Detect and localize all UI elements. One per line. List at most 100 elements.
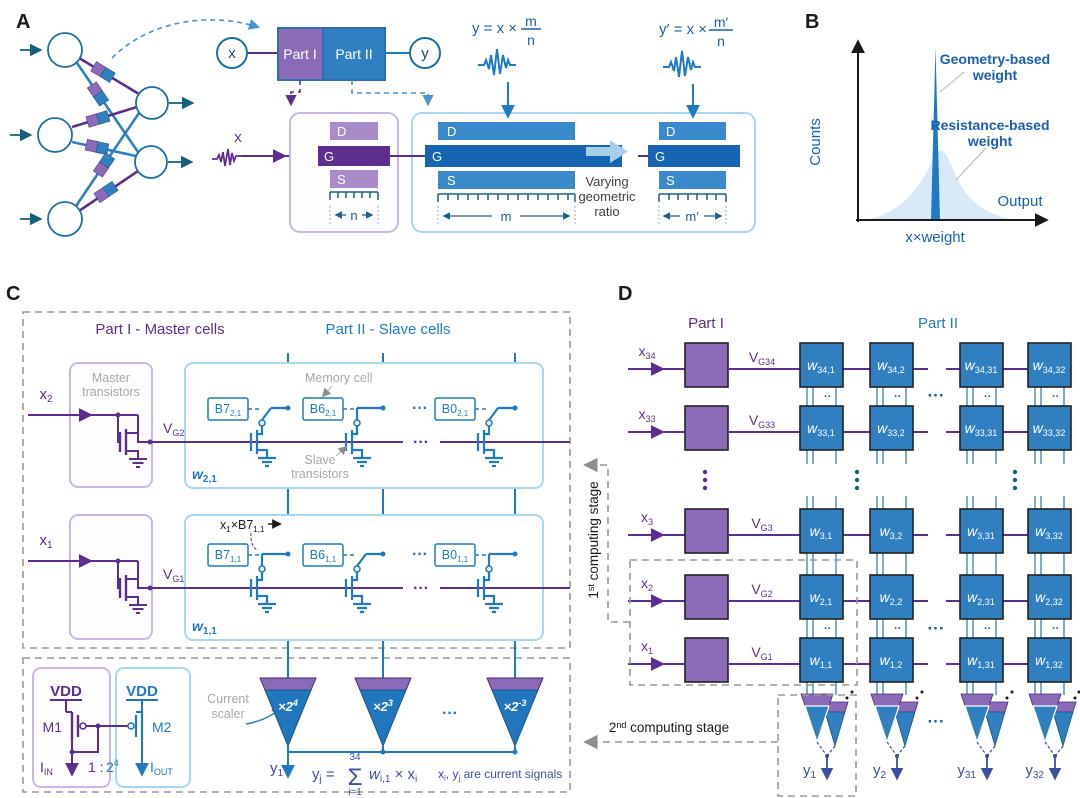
weight-cell bbox=[1027, 342, 1072, 388]
geometry-weight-label-1: Geometry-based bbox=[940, 51, 1050, 67]
output-scaler-stacks: y1 y2 y31 y32 bbox=[800, 690, 1080, 781]
sum-lower-limit: i=1 bbox=[348, 787, 362, 798]
y-output-label: y1 bbox=[803, 762, 817, 781]
current-scalers: ×24 ×23 ··· ×2-3 y1 bbox=[259, 677, 544, 779]
m2-gate-bubble bbox=[127, 722, 135, 730]
bus-dots: ·· bbox=[1052, 391, 1059, 403]
scaler-body bbox=[264, 689, 312, 748]
synapse-weight-block bbox=[84, 61, 119, 204]
source-label: S bbox=[447, 173, 456, 188]
panel-a-label: A bbox=[16, 11, 30, 33]
scaler-label: ×24 bbox=[278, 698, 298, 714]
slave-transistors-pointer bbox=[335, 445, 348, 457]
slave-transistor-switch-closed bbox=[344, 406, 383, 468]
source-label: S bbox=[666, 173, 675, 188]
pointer-line bbox=[939, 71, 965, 93]
slave-transistor-switch-closed bbox=[249, 552, 288, 614]
bus-dots: ·· bbox=[824, 623, 831, 635]
weight-cell bbox=[869, 508, 914, 554]
y-waveform bbox=[478, 48, 516, 76]
x-input-label: x1 bbox=[641, 638, 653, 656]
nn-input-node bbox=[37, 117, 73, 153]
source-ground bbox=[126, 596, 147, 614]
junction-dot bbox=[512, 749, 518, 755]
row-34: x34 VG34 w34,1 w34,2 w34,31 w34,32 bbox=[628, 342, 1072, 388]
vdd-label-m1: VDD bbox=[50, 683, 82, 700]
varying-label-1: Varying bbox=[585, 174, 628, 189]
diode-connect bbox=[72, 726, 99, 753]
vg-label: VG3 bbox=[751, 515, 772, 533]
w21-label: w2,1 bbox=[192, 466, 217, 485]
scaler-label: ×23 bbox=[373, 698, 393, 714]
dim-delimiters bbox=[329, 206, 379, 224]
x-waveform bbox=[212, 148, 241, 167]
gate-label: G bbox=[324, 149, 334, 164]
row-vdots bbox=[702, 469, 1018, 491]
bus-gap-3 bbox=[806, 553, 1065, 575]
x-input-label: x3 bbox=[641, 509, 653, 527]
part1-cell bbox=[684, 637, 729, 683]
x-node-label: x bbox=[228, 45, 236, 62]
annotation-dashed-curve bbox=[250, 532, 258, 551]
y-output-label: y2 bbox=[873, 762, 887, 781]
scaler-stack-y2: y2 bbox=[870, 690, 924, 781]
vg1-label: VG1 bbox=[163, 566, 184, 584]
eq1-lhs: y = x × bbox=[472, 20, 517, 37]
w-cell-label: w2,32 bbox=[1035, 589, 1063, 607]
memory-cell-b0: B02,1 bbox=[434, 397, 518, 468]
stage1-label: 1st computing stage bbox=[586, 481, 601, 598]
gate-bar bbox=[648, 145, 740, 167]
weight-cell bbox=[799, 574, 844, 620]
master-transistor bbox=[117, 561, 153, 614]
x2-input-label: x2 bbox=[39, 386, 53, 405]
panel-b-label: B bbox=[805, 11, 819, 33]
memory-cell-b6: B62,1 bbox=[302, 397, 386, 468]
geometry-weight-label-2: weight bbox=[972, 67, 1018, 83]
part1-dashed-link bbox=[285, 80, 301, 107]
weight-cell bbox=[959, 342, 1004, 388]
w-cell-label: w1,32 bbox=[1035, 652, 1063, 670]
x1-input-label: x1 bbox=[39, 532, 53, 551]
w-cell-label: w33,1 bbox=[807, 420, 835, 438]
gate-bar bbox=[318, 146, 390, 166]
weight-cell bbox=[799, 508, 844, 554]
x-signal-label: x bbox=[234, 129, 242, 146]
dim-mp-label: m′ bbox=[685, 209, 699, 224]
w-cell-label: w2,1 bbox=[810, 589, 833, 607]
current-signals-note: xi, yj are current signals bbox=[438, 767, 562, 783]
m1-gate-bubble bbox=[79, 722, 87, 730]
scalers-ellipsis: ··· bbox=[442, 705, 458, 722]
equation-2: y′ = x × m′ n bbox=[659, 14, 733, 119]
memory-cell-b7: B72,1 bbox=[207, 397, 291, 468]
xweight-axis-label: x×weight bbox=[905, 229, 965, 246]
scaler-x2-3: ×23 bbox=[354, 677, 412, 748]
memory-cell-label: Memory cell bbox=[305, 371, 372, 385]
y-node-label: y bbox=[421, 45, 429, 62]
iin-label: IIN bbox=[40, 759, 53, 777]
bit-label: B71,1 bbox=[215, 548, 242, 564]
equation-1: y = x × m n bbox=[472, 13, 541, 119]
dim-delimiters bbox=[437, 206, 576, 224]
source-bar bbox=[438, 171, 575, 189]
iout-label: IOUT bbox=[150, 759, 173, 777]
bus-stub-down bbox=[806, 450, 1065, 464]
varying-label-2: geometric bbox=[578, 189, 636, 204]
switch-contact bbox=[258, 419, 266, 427]
scaler-x2-4: ×24 bbox=[259, 677, 317, 748]
part2-dashed-link bbox=[351, 80, 434, 107]
geometry-weight-spike bbox=[931, 47, 940, 220]
x-input-label: x34 bbox=[638, 343, 655, 361]
master-geometry-box: D G S n bbox=[289, 112, 399, 233]
eq2-denominator: n bbox=[717, 33, 725, 49]
sum-upper-limit: 34 bbox=[349, 752, 361, 763]
bus-gap-1 bbox=[806, 387, 1065, 406]
w-cell-label: w34,31 bbox=[965, 357, 998, 375]
vg2-label: VG2 bbox=[163, 420, 184, 438]
bit-label: B62,1 bbox=[310, 402, 337, 418]
vg-label: VG34 bbox=[749, 349, 775, 367]
bus-stub-up bbox=[806, 496, 1065, 509]
gate-label: G bbox=[655, 149, 665, 164]
weight-cell bbox=[799, 342, 844, 388]
bit-label: B01,1 bbox=[442, 548, 469, 564]
